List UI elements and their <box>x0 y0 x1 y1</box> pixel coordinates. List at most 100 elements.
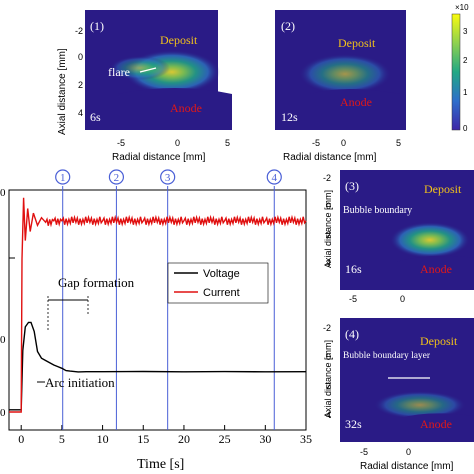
colorbar-exponent: ×10 <box>455 3 469 12</box>
panel-3-anode-shape <box>396 255 474 290</box>
panel-4-ytick-0: -2 <box>323 323 331 333</box>
chart-xtick-label: 35 <box>300 432 312 446</box>
chart-frame <box>8 189 307 431</box>
panel-3-bubble-label: Bubble boundary <box>343 205 412 216</box>
panel-3-ytick-3: 4 <box>326 258 331 268</box>
panel-4-xlabel: Radial distance [mm] <box>360 461 454 472</box>
top-p2-xtick-1: 0 <box>341 138 346 148</box>
top-p2-xlabel: Radial distance [mm] <box>283 152 377 163</box>
panel-3-ytick-0: -2 <box>323 173 331 183</box>
panel-1-anode-shape <box>118 88 232 130</box>
top-ytick-2: 2 <box>78 80 83 90</box>
annotation-gap-formation: Gap formation <box>58 275 135 290</box>
panel-4-xtick-0: -5 <box>360 447 368 457</box>
colorbar-tick-3: 3 <box>463 27 468 36</box>
image-panel-2: (2) Deposit Anode 12s <box>275 10 406 130</box>
panel-1-time: 6s <box>90 110 101 124</box>
chart-xtick-label: 5 <box>59 432 65 446</box>
panel-3-ylabel: Axial distance [mm] <box>323 190 333 268</box>
chart-ytick-middle: 0 <box>0 334 6 346</box>
chart-ytick-lower: 0 <box>0 407 6 419</box>
panel-3-ytick-2: 2 <box>326 230 331 240</box>
chart-xtick-label: 10 <box>97 432 109 446</box>
panel-3-xtick-0: -5 <box>349 294 357 304</box>
chart-xtick-label: 20 <box>178 432 190 446</box>
colorbar-gradient <box>451 13 461 131</box>
panel-4-ytick-1: 0 <box>326 352 331 362</box>
chart-marker-label: 2 <box>114 172 120 184</box>
panel-4-ylabel: Axial distance [mm] <box>323 340 333 418</box>
panel-1-flare-label: flare <box>108 65 130 79</box>
panel-3-deposit-label: Deposit <box>424 182 462 196</box>
panel-4-bubble-label: Bubble boundary layer <box>343 351 431 361</box>
panel-1-number: (1) <box>90 19 104 33</box>
panel-4-anode-label: Anode <box>420 417 452 431</box>
chart-xtick-label: 25 <box>219 432 231 446</box>
panel-4-xtick-1: 0 <box>406 447 411 457</box>
top-p1-xtick-1: 0 <box>175 138 180 148</box>
legend-box <box>167 262 269 304</box>
top-p1-xtick-0: -5 <box>117 138 125 148</box>
image-panel-3: (3) Deposit Bubble boundary 16s Anode Ax… <box>323 170 474 304</box>
image-panel-4: (4) Deposit Bubble boundary layer 32s An… <box>323 318 474 472</box>
top-p2-xtick-0: -5 <box>312 138 320 148</box>
panel-2-anode-shape <box>310 89 400 130</box>
panel-2-anode-label: Anode <box>340 95 372 109</box>
chart-marker-label: 1 <box>60 172 66 184</box>
panel-4-plasma <box>374 391 466 419</box>
panel-1-flare-glow <box>110 56 170 80</box>
series-voltage <box>9 321 307 411</box>
chart-marker-circle <box>160 169 176 185</box>
legend-current-label: Current <box>203 287 240 299</box>
panel-1-flare-arrow <box>139 67 157 73</box>
top-ylabel: Axial distance [mm] <box>57 48 68 135</box>
top-ytick-0: -2 <box>75 26 83 36</box>
colorbar-tick-2: 2 <box>463 56 468 65</box>
panel-4-ytick-2: 2 <box>326 381 331 391</box>
top-ytick-1: 0 <box>78 52 83 62</box>
colorbar: ×10 3 2 1 0 <box>451 3 469 133</box>
panel-4-anode-shape <box>400 413 474 442</box>
chart-marker-circle <box>55 169 71 185</box>
series-current <box>9 197 307 413</box>
panel-2-time: 12s <box>281 110 298 124</box>
chart-marker-circle <box>266 169 282 185</box>
annotation-arc-initiation: Arc initiation <box>45 375 115 390</box>
colorbar-tick-0: 0 <box>463 124 468 133</box>
panel-3-ytick-1: 0 <box>326 201 331 211</box>
panel-1-deposit-label: Deposit <box>160 33 198 47</box>
image-panel-1: (1) Deposit flare Anode 6s <box>85 10 232 130</box>
time-series-chart: 0 0 0 0 5 10 15 20 25 30 35 1 2 3 4 Time [s] Volta… <box>0 169 312 472</box>
chart-xtick-label: 30 <box>259 432 271 446</box>
chart-legend: Voltage Current <box>167 262 269 304</box>
top-ytick-3: 4 <box>78 108 83 118</box>
panel-3-time: 16s <box>345 262 362 276</box>
chart-x-ticks: 0 5 10 15 20 25 30 35 <box>18 425 312 446</box>
chart-marker-label: 3 <box>165 172 171 184</box>
panel-4-time: 32s <box>345 417 362 431</box>
panel-2-number: (2) <box>281 19 295 33</box>
panel-3-xtick-1: 0 <box>400 294 405 304</box>
colorbar-tick-1: 1 <box>463 88 468 97</box>
panel-3-number: (3) <box>345 179 359 193</box>
chart-markers: 1 2 3 4 <box>55 169 282 430</box>
legend-voltage-label: Voltage <box>203 268 240 280</box>
chart-marker-circle <box>108 169 125 185</box>
chart-ytick-upper: 0 <box>0 187 6 199</box>
panel-3-anode-label: Anode <box>420 262 452 276</box>
top-p1-xtick-2: 5 <box>225 138 230 148</box>
top-axes: Axial distance [mm] -2 0 2 4 -5 0 5 Radi… <box>57 26 401 163</box>
chart-annotations: Gap formation Arc initiation <box>37 275 135 390</box>
panel-3-plasma <box>390 222 470 258</box>
chart-series <box>9 197 307 413</box>
chart-marker-label: 4 <box>272 172 278 184</box>
top-p2-xtick-2: 5 <box>396 138 401 148</box>
chart-xlabel: Time [s] <box>137 457 184 472</box>
top-p1-xlabel: Radial distance [mm] <box>112 152 206 163</box>
chart-xtick-label: 15 <box>137 432 149 446</box>
panel-4-ytick-3: 4 <box>326 410 331 420</box>
panel-4-deposit-label: Deposit <box>420 334 458 348</box>
panel-4-number: (4) <box>345 327 359 341</box>
panel-1-anode-label: Anode <box>170 101 202 115</box>
